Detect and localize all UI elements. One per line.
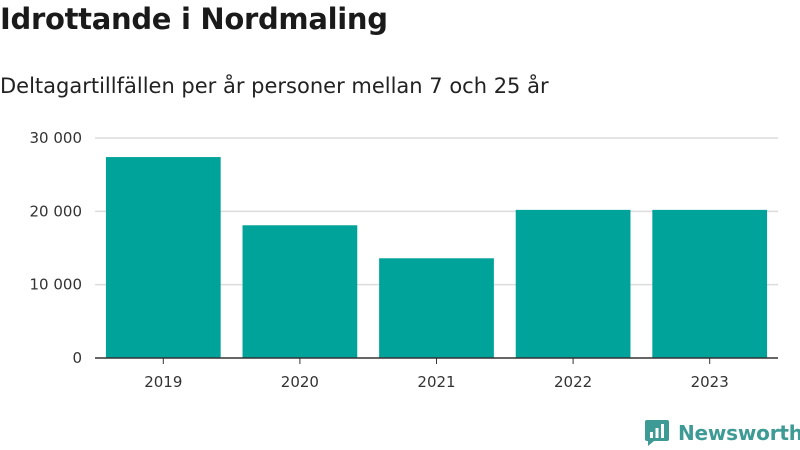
x-tick-label: 2020 [281, 373, 319, 391]
bar-2022 [515, 209, 631, 358]
newsworthy-chart-icon [645, 420, 669, 446]
newsworthy-logo: Newsworthy [644, 419, 800, 447]
x-tick-label: 2019 [144, 373, 182, 391]
chart-title: Idrottande i Nordmaling [0, 2, 388, 36]
chart-subtitle: Deltagartillfällen per år personer mella… [0, 74, 549, 98]
x-tick-label: 2022 [554, 373, 592, 391]
bar-2019 [105, 157, 221, 358]
bar-2020 [242, 225, 358, 358]
bar-2023 [652, 209, 768, 358]
y-tick-label: 10 000 [30, 276, 83, 294]
y-tick-label: 0 [72, 349, 82, 367]
bars [105, 157, 768, 358]
x-tick-label: 2021 [417, 373, 455, 391]
y-tick-label: 30 000 [30, 129, 83, 147]
y-tick-label: 20 000 [30, 202, 83, 220]
logo-text: Newsworthy [678, 421, 800, 445]
x-axis: 2019 2020 2021 2022 2023 [95, 357, 778, 391]
x-tick-label: 2023 [691, 373, 729, 391]
y-axis: 0 10 000 20 000 30 000 [30, 129, 83, 367]
bar-2021 [379, 258, 494, 358]
